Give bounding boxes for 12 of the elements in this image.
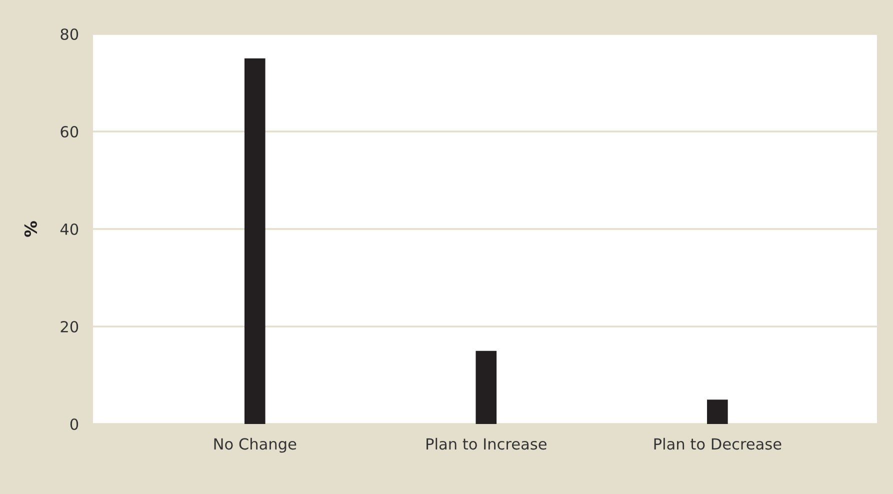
x-tick-label: Plan to Decrease (654, 438, 782, 450)
bar (476, 350, 497, 424)
y-tick-label: 20 (60, 320, 78, 333)
bar (244, 58, 266, 424)
y-tick-label: 40 (60, 223, 78, 236)
y-tick-label: 60 (60, 126, 78, 138)
y-tick-label: 80 (60, 28, 78, 40)
x-tick-label: No Change (214, 438, 296, 453)
x-tick-label: Plan to Increase (426, 438, 546, 450)
y-tick-label: 0 (70, 418, 78, 430)
y-axis-title: % (24, 221, 37, 237)
bar (707, 400, 728, 424)
